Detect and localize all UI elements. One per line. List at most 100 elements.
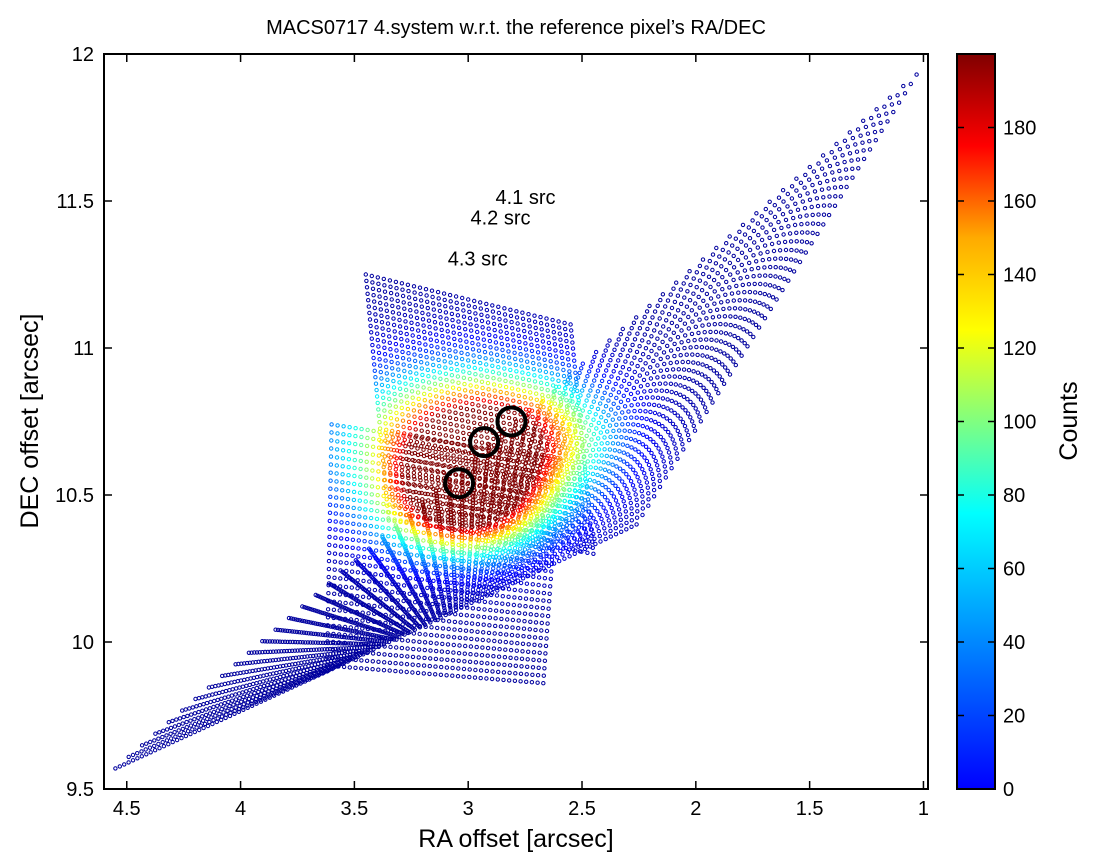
pixel-point (593, 412, 598, 417)
pixel-point (336, 656, 341, 661)
pixel-point (327, 518, 332, 524)
pixel-point (490, 569, 495, 575)
pixel-point (589, 404, 594, 410)
pixel-point (335, 423, 340, 428)
pixel-point (364, 443, 370, 449)
pixel-point (226, 699, 231, 705)
pixel-point (527, 634, 532, 639)
pixel-point (508, 574, 513, 579)
pixel-point (420, 561, 425, 567)
pixel-point (453, 480, 458, 485)
pixel-point (480, 514, 486, 519)
pixel-point (693, 406, 698, 411)
pixel-point (421, 447, 426, 452)
pixel-point (549, 561, 554, 567)
pixel-point (434, 456, 439, 461)
pixel-point (432, 555, 437, 560)
pixel-point (460, 424, 465, 429)
pixel-point (388, 353, 394, 358)
pixel-point (429, 474, 435, 479)
pixel-point (386, 534, 391, 539)
pixel-point (653, 458, 658, 464)
pixel-point (327, 550, 332, 556)
pixel-point (410, 654, 416, 660)
pixel-point (439, 657, 444, 662)
pixel-point (401, 300, 406, 305)
pixel-point (532, 557, 538, 562)
pixel-point (542, 583, 547, 588)
pixel-point (494, 474, 500, 479)
pixel-point (450, 658, 456, 663)
pixel-point (667, 418, 673, 424)
pixel-point (493, 623, 498, 629)
pixel-point (423, 624, 428, 629)
pixel-point (281, 673, 286, 679)
pixel-point (579, 366, 584, 371)
pixel-point (624, 486, 629, 492)
pixel-point (651, 482, 656, 487)
pixel-point (260, 650, 265, 655)
pixel-point (462, 535, 467, 541)
pixel-point (295, 617, 300, 623)
pixel-point (339, 626, 344, 631)
pixel-point (413, 427, 418, 432)
pixel-point (449, 557, 455, 562)
pixel-point (374, 540, 379, 545)
pixel-point (432, 437, 437, 442)
pixel-point (217, 711, 222, 717)
pixel-point (618, 517, 623, 522)
pixel-point (397, 442, 402, 448)
pixel-point (489, 592, 494, 598)
pixel-point (378, 307, 383, 312)
pixel-point (490, 491, 495, 496)
pixel-point (205, 716, 210, 722)
pixel-point (236, 709, 242, 714)
pixel-point (760, 257, 765, 263)
pixel-point (509, 632, 515, 638)
pixel-point (690, 352, 695, 357)
pixel-point (441, 291, 447, 296)
pixel-point (434, 524, 439, 529)
pixel-point (413, 489, 418, 495)
pixel-point (622, 404, 628, 409)
pixel-point (442, 579, 448, 585)
pixel-point (632, 396, 637, 402)
pixel-point (382, 636, 388, 641)
pixel-point (458, 612, 464, 617)
pixel-point (371, 619, 377, 624)
pixel-point (254, 693, 259, 699)
pixel-point (434, 633, 440, 638)
pixel-point (400, 287, 405, 292)
pixel-point (282, 628, 288, 633)
pixel-point (363, 637, 368, 642)
pixel-point (372, 595, 377, 601)
pixel-point (648, 365, 653, 370)
pixel-point (364, 624, 370, 630)
pixel-point (418, 484, 424, 489)
pixel-point (393, 668, 398, 674)
pixel-point (359, 642, 365, 647)
pixel-point (466, 303, 471, 308)
pixel-point (437, 571, 442, 576)
pixel-point (370, 342, 375, 348)
pixel-point (820, 153, 826, 158)
pixel-point (525, 574, 530, 579)
pixel-point (443, 572, 448, 577)
pixel-point (379, 320, 385, 325)
pixel-point (382, 283, 387, 288)
pixel-point (597, 383, 603, 389)
pixel-point (731, 298, 736, 303)
pixel-point (526, 642, 531, 647)
pixel-point (764, 217, 769, 223)
pixel-point (860, 140, 865, 145)
pixel-point (433, 672, 438, 677)
pixel-point (661, 414, 666, 419)
pixel-point (673, 391, 679, 396)
pixel-point (747, 308, 753, 313)
pixel-point (460, 485, 465, 491)
pixel-point (453, 602, 458, 607)
pixel-point (352, 449, 358, 455)
pixel-point (666, 450, 672, 455)
pixel-point (349, 609, 354, 614)
pixel-point (664, 416, 669, 421)
